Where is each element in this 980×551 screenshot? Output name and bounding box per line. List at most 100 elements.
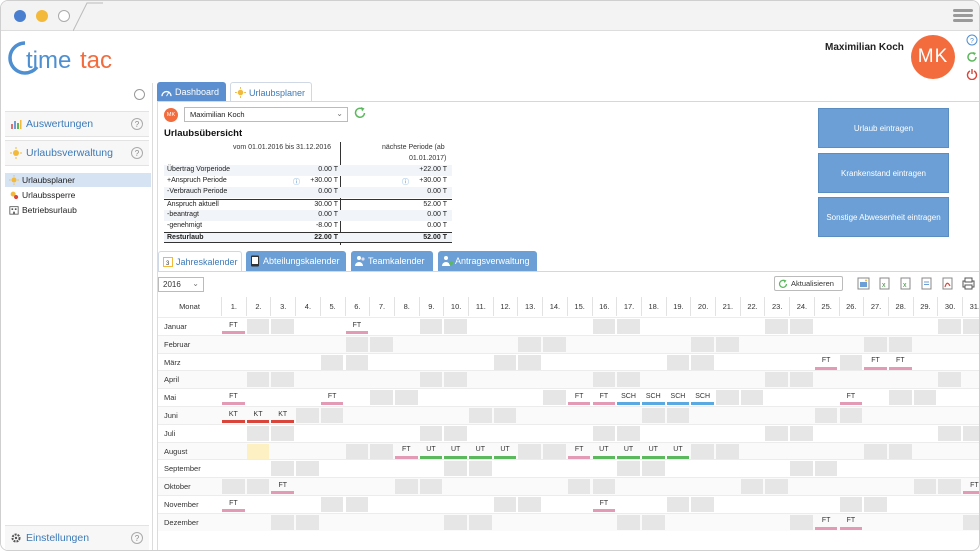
browser-tab-edge-icon (73, 2, 103, 31)
absence-cell[interactable]: FT (814, 355, 838, 370)
absence-cell[interactable]: SCH (691, 390, 714, 406)
refresh-icon[interactable] (353, 106, 367, 120)
window-maximize-dot[interactable] (58, 10, 70, 22)
weekend-cell (963, 319, 979, 334)
tab-dashboard[interactable]: Dashboard (157, 82, 226, 102)
year-select[interactable]: 2016 ⌄ (158, 277, 204, 292)
absence-cell[interactable]: SCH (617, 390, 640, 406)
absence-cell[interactable]: UT (469, 444, 492, 459)
overview-row-current: 0.00 T (318, 166, 338, 173)
weekend-cell (246, 479, 270, 495)
export-pdf-icon[interactable] (941, 277, 954, 290)
absence-cell[interactable]: UT (444, 444, 467, 459)
krankenstand-eintragen-button[interactable]: Krankenstand eintragen (818, 153, 949, 193)
overview-row-next: 0.00 T (427, 211, 447, 218)
tab-abteilungskalender[interactable]: Abteilungskalender (246, 251, 346, 271)
weekend-cell (345, 443, 369, 459)
user-select[interactable]: Maximilian Koch ⌄ (184, 107, 348, 122)
absence-cell[interactable]: FT (222, 390, 245, 406)
collapse-sidebar-icon[interactable] (134, 89, 145, 100)
absence-cell[interactable]: SCH (666, 390, 690, 406)
absence-cell[interactable]: KT (246, 408, 270, 423)
help-icon[interactable]: ? (131, 147, 143, 159)
absence-cell[interactable]: FT (814, 515, 838, 530)
absence-cell[interactable]: FT (592, 497, 616, 512)
weekend-cell (345, 354, 369, 370)
sidebar-item-label: Urlaubssperre (22, 190, 76, 200)
tab-urlaubsplaner[interactable]: Urlaubsplaner (230, 82, 312, 102)
sidebar-item-betriebsurlaub[interactable]: Betriebsurlaub (5, 203, 151, 217)
absence-cell[interactable]: UT (641, 444, 665, 459)
help-icon[interactable]: ? (966, 34, 978, 46)
absence-cell[interactable]: FT (394, 444, 418, 459)
absence-cell[interactable]: FT (222, 497, 245, 512)
urlaub-eintragen-button[interactable]: Urlaub eintragen (818, 108, 949, 148)
absence-cell[interactable]: FT (567, 390, 591, 406)
tab-antragsverwaltung[interactable]: Antragsverwaltung (438, 251, 537, 271)
logout-icon[interactable] (966, 68, 978, 80)
menu-icon[interactable] (953, 7, 973, 25)
absence-cell[interactable]: FT (839, 515, 863, 530)
weekend-cell (419, 425, 443, 441)
overview-row-label: Anspruch aktuell (167, 201, 219, 208)
export-excel-alt-icon[interactable]: x (899, 277, 912, 290)
absence-cell[interactable]: FT (345, 319, 369, 334)
today-cell[interactable] (246, 443, 270, 459)
tab-label: Teamkalender (368, 256, 425, 266)
export-image-icon[interactable] (857, 277, 870, 290)
absence-cell[interactable]: FT (271, 479, 295, 495)
refresh-icon[interactable] (966, 51, 978, 63)
overview-row-label: Resturlaub (167, 234, 204, 241)
weekend-cell (938, 319, 961, 334)
aktualisieren-button[interactable]: Aktualisieren (774, 276, 843, 291)
absence-cell[interactable]: KT (271, 408, 295, 423)
absence-cell[interactable]: UT (617, 444, 640, 459)
sidebar-item-urlaubsplaner[interactable]: Urlaubsplaner (5, 173, 151, 187)
absence-cell[interactable]: UT (592, 444, 616, 459)
absence-cell[interactable]: SCH (641, 390, 665, 406)
day-header: 8. (393, 297, 419, 316)
weekend-cell (666, 497, 690, 512)
info-icon[interactable]: ⓘ (293, 179, 300, 186)
sonstige-abwesenheit-button[interactable]: Sonstige Abwesenheit eintragen (818, 197, 949, 237)
export-excel-icon[interactable]: x (878, 277, 891, 290)
tab-jahreskalender[interactable]: 3 Jahreskalender (158, 251, 242, 271)
sidebar-section-einstellungen[interactable]: Einstellungen ? (5, 525, 149, 550)
absence-cell[interactable]: UT (666, 444, 690, 459)
user-avatar-small: MK (164, 108, 178, 122)
absence-cell[interactable]: FT (839, 390, 863, 406)
sidebar-item-urlaubssperre[interactable]: Urlaubssperre (5, 188, 151, 202)
month-row: Juli (158, 423, 979, 442)
absence-cell[interactable]: FT (592, 390, 616, 406)
avatar[interactable]: MK (911, 35, 955, 79)
export-document-icon[interactable] (920, 277, 933, 290)
absence-cell[interactable]: FT (320, 390, 344, 406)
help-icon[interactable]: ? (131, 532, 143, 544)
sidebar-section-label: Urlaubsverwaltung (26, 147, 113, 159)
month-label: Oktober (164, 482, 191, 492)
weekend-cell (246, 425, 270, 441)
weekend-cell (518, 354, 542, 370)
sidebar-section-auswertungen[interactable]: Auswertungen ? (5, 111, 149, 137)
absence-cell[interactable]: FT (567, 444, 591, 459)
window-minimize-dot[interactable] (36, 10, 48, 22)
absence-cell[interactable]: FT (963, 479, 979, 495)
chart-icon (11, 120, 22, 129)
absence-cell[interactable]: FT (222, 319, 245, 334)
user-request-icon (442, 256, 453, 266)
tab-label: Jahreskalender (176, 256, 238, 267)
weekend-cell (888, 443, 912, 459)
sidebar-section-urlaubsverwaltung[interactable]: Urlaubsverwaltung ? (5, 140, 149, 166)
absence-cell[interactable]: UT (493, 444, 517, 459)
help-icon[interactable]: ? (131, 118, 143, 130)
absence-cell[interactable]: FT (864, 355, 887, 370)
month-label: Januar (164, 322, 187, 331)
window-close-dot[interactable] (14, 10, 26, 22)
absence-cell[interactable]: FT (888, 355, 912, 370)
absence-cell[interactable]: UT (419, 444, 443, 459)
tab-teamkalender[interactable]: Teamkalender (351, 251, 433, 271)
print-icon[interactable] (962, 277, 975, 290)
info-icon[interactable]: ⓘ (402, 179, 409, 186)
absence-cell[interactable]: KT (222, 408, 245, 423)
day-header: 9. (418, 297, 444, 316)
